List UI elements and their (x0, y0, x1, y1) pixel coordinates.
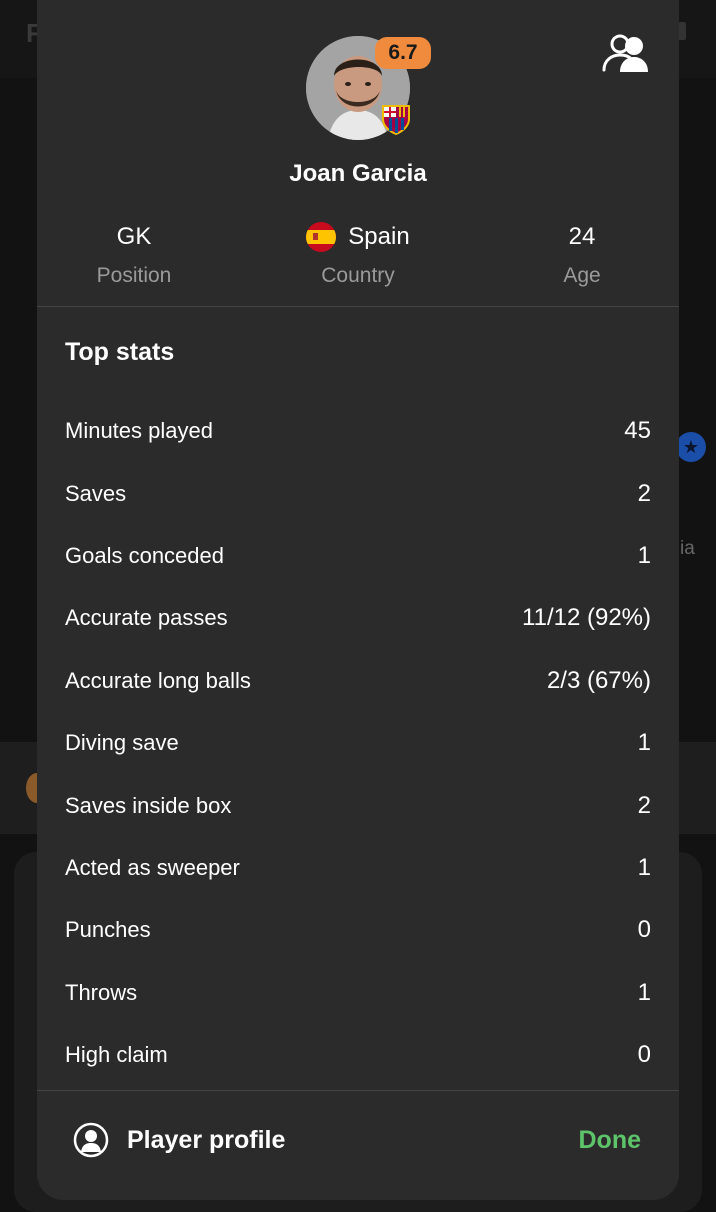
age-value: 24 (568, 223, 596, 250)
stat-value: 2/3 (67%) (546, 666, 651, 694)
stat-label: Saves inside box (65, 792, 232, 818)
stat-row: Saves inside box 2 (65, 774, 651, 836)
stat-label: Minutes played (65, 418, 213, 444)
player-rating-badge: 6.7 (375, 37, 431, 69)
position-value: GK (116, 223, 152, 250)
stat-value: 1 (637, 541, 651, 569)
player-stats-sheet: 6.7 Joan Garcia GK Position (37, 0, 679, 1200)
done-button[interactable]: Done (578, 1126, 642, 1154)
info-country: Spain Country (258, 220, 458, 288)
stat-label: High claim (65, 1042, 168, 1068)
background-star-icon: ★ (676, 432, 706, 462)
add-friend-icon[interactable] (600, 32, 650, 74)
info-age: 24 Age (482, 220, 682, 288)
stat-row: Throws 1 (65, 962, 651, 1024)
background-header-icon (676, 22, 686, 40)
footer-divider (37, 1090, 679, 1091)
stat-row: Minutes played 45 (65, 400, 651, 462)
stat-row: Accurate long balls 2/3 (67%) (65, 650, 651, 712)
country-value: Spain (348, 223, 410, 250)
stat-value: 45 (624, 417, 651, 445)
player-profile-label: Player profile (127, 1125, 286, 1154)
stat-value: 2 (637, 791, 651, 819)
player-header: 6.7 Joan Garcia GK Position (37, 0, 679, 306)
stat-label: Accurate passes (65, 605, 228, 631)
stat-row: High claim 0 (65, 1024, 651, 1086)
person-icon (73, 1122, 109, 1158)
stat-value: 2 (637, 479, 651, 507)
position-label: Position (96, 264, 172, 287)
stat-value: 0 (637, 916, 651, 944)
top-stats-title: Top stats (65, 338, 175, 366)
stat-value: 1 (637, 853, 651, 881)
stat-value: 1 (637, 729, 651, 757)
spain-flag-icon (306, 222, 337, 252)
age-label: Age (563, 264, 601, 287)
background-side-text: ia (680, 538, 695, 559)
stats-list: Minutes played 45 Saves 2 Goals conceded 1 … (65, 400, 651, 1086)
player-avatar (306, 36, 410, 140)
stat-row: Goals conceded 1 (65, 525, 651, 587)
country-label: Country (321, 264, 395, 287)
stat-row: Accurate passes 11/12 (92%) (65, 587, 651, 649)
sheet-footer: Player profile Done (37, 1090, 679, 1200)
stat-label: Punches (65, 917, 151, 943)
stat-value: 11/12 (92%) (522, 604, 651, 632)
stat-value: 0 (637, 1041, 651, 1069)
stat-row: Punches 0 (65, 899, 651, 961)
header-divider (37, 306, 679, 307)
stat-value: 1 (637, 978, 651, 1006)
player-name: Joan Garcia (289, 160, 427, 187)
stat-label: Acted as sweeper (65, 854, 240, 880)
stat-row: Acted as sweeper 1 (65, 837, 651, 899)
player-profile-button[interactable]: Player profile (73, 1122, 285, 1158)
fc-barcelona-badge-icon (382, 105, 410, 135)
info-position: GK Position (34, 220, 234, 288)
stat-label: Throws (65, 979, 138, 1005)
stat-label: Accurate long balls (65, 667, 251, 693)
stat-label: Goals conceded (65, 542, 224, 568)
stat-row: Saves 2 (65, 462, 651, 524)
stat-row: Diving save 1 (65, 712, 651, 774)
stat-label: Diving save (65, 730, 179, 756)
stat-label: Saves (65, 480, 127, 506)
